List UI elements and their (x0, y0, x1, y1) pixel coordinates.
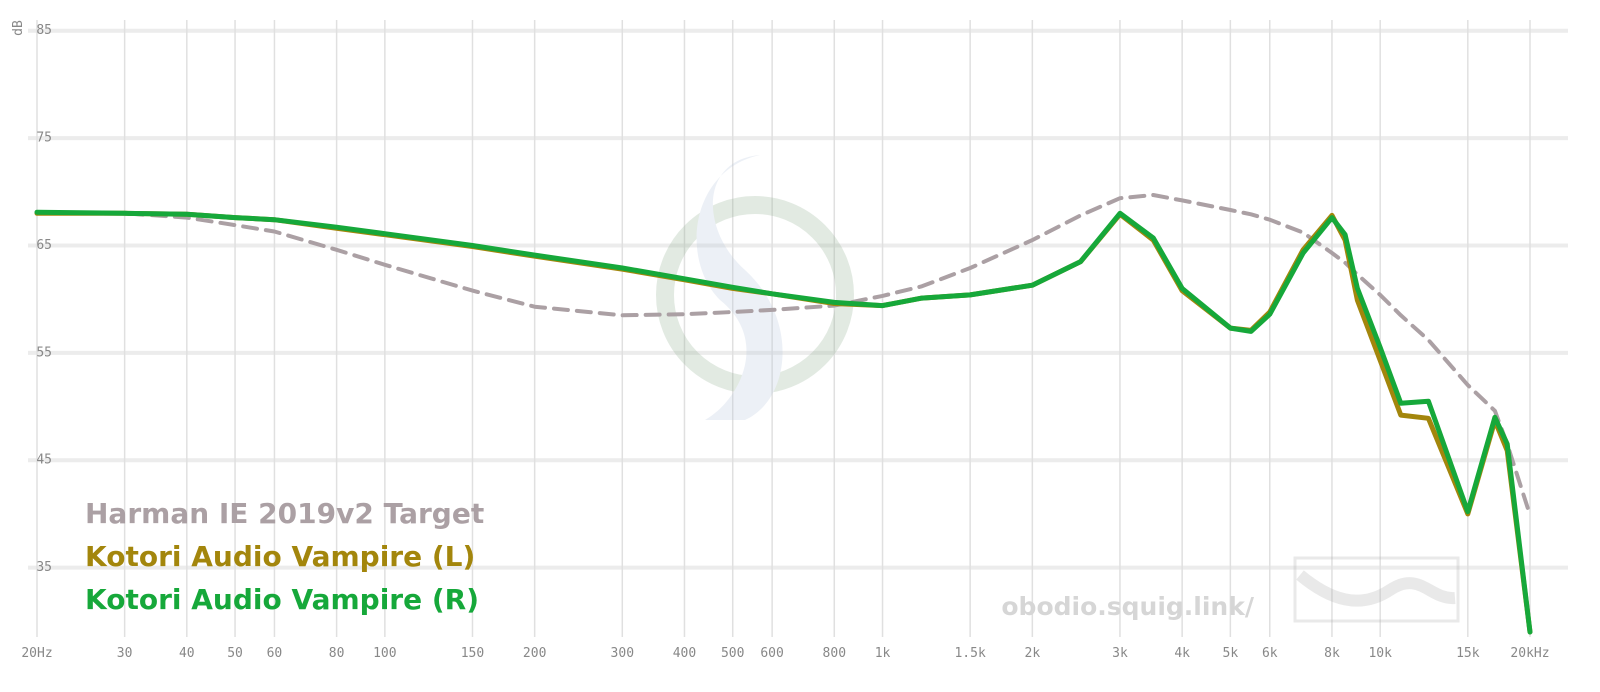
x-tick-label: 600 (760, 646, 783, 661)
series-line (35, 193, 1532, 517)
watermark: obodio.squig.link/ (1001, 592, 1254, 621)
x-tick-label: 200 (523, 646, 546, 661)
legend-entry: Kotori Audio Vampire (L) (85, 540, 475, 573)
y-tick-label: 55 (36, 345, 52, 360)
y-tick-label: 85 (36, 23, 52, 38)
y-tick-label: 45 (36, 453, 52, 468)
x-tick-label: 4k (1174, 646, 1190, 661)
grid (28, 20, 1568, 637)
x-tick-label: 300 (611, 646, 634, 661)
x-tick-label: 1k (875, 646, 891, 661)
x-tick-label: 1.5k (954, 646, 985, 661)
x-tick-label: 50 (227, 646, 243, 661)
legend-entry: Harman IE 2019v2 Target (85, 497, 484, 530)
x-tick-label: 800 (823, 646, 846, 661)
x-tick-label: 8k (1324, 646, 1340, 661)
legend-entry: Kotori Audio Vampire (R) (85, 583, 479, 616)
x-tick-label: 10k (1368, 646, 1392, 661)
x-tick-label: 100 (373, 646, 396, 661)
x-tick-label: 500 (721, 646, 744, 661)
x-tick-label: 400 (673, 646, 696, 661)
x-tick-label: 6k (1262, 646, 1278, 661)
x-tick-label: 60 (267, 646, 283, 661)
x-tick-label: 3k (1112, 646, 1128, 661)
x-tick-label: 20kHz (1510, 646, 1549, 661)
series-line (34, 209, 1533, 635)
y-axis-label: dB (11, 20, 26, 36)
y-tick-label: 65 (36, 238, 52, 253)
y-tick-label: 75 (36, 131, 52, 146)
y-tick-label: 35 (36, 560, 52, 575)
x-tick-label: 2k (1025, 646, 1041, 661)
x-tick-label: 40 (179, 646, 195, 661)
x-tick-label: 15k (1456, 646, 1480, 661)
x-tick-label: 150 (461, 646, 484, 661)
x-tick-label: 5k (1223, 646, 1239, 661)
x-tick-label: 20Hz (21, 646, 52, 661)
x-tick-label: 80 (329, 646, 345, 661)
x-tick-label: 30 (117, 646, 133, 661)
